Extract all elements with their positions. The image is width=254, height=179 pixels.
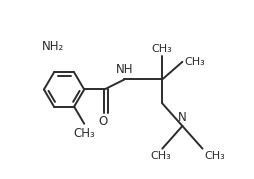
- Text: CH₃: CH₃: [204, 151, 225, 161]
- Text: NH: NH: [116, 63, 133, 76]
- Text: CH₃: CH₃: [184, 57, 205, 67]
- Text: CH₃: CH₃: [73, 127, 95, 140]
- Text: NH₂: NH₂: [42, 40, 64, 53]
- Text: CH₃: CH₃: [151, 151, 171, 161]
- Text: CH₃: CH₃: [152, 43, 173, 54]
- Text: N: N: [178, 111, 187, 124]
- Text: O: O: [99, 115, 108, 128]
